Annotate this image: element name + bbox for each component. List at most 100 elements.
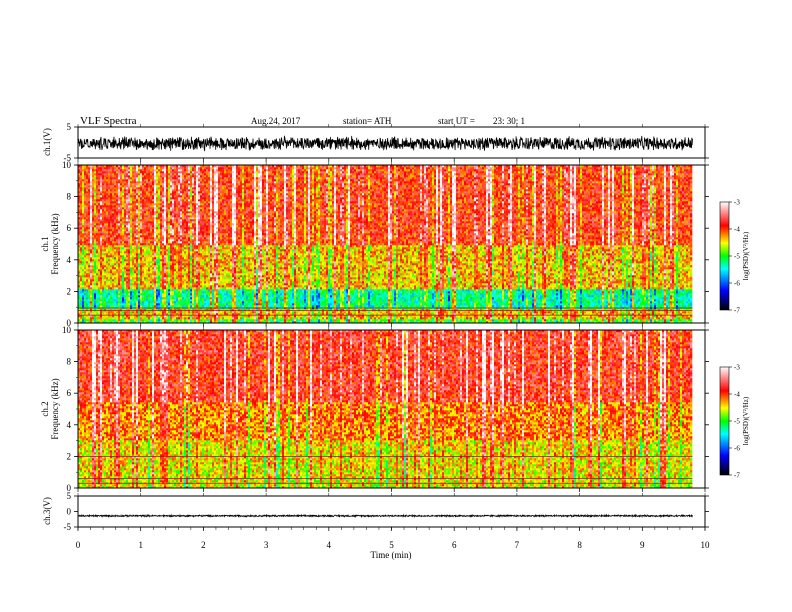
spectrogram-cell — [116, 229, 118, 231]
spectrogram-cell — [112, 247, 114, 249]
spectrogram-cell — [96, 263, 98, 265]
spectrogram-cell — [88, 211, 90, 213]
spectrogram-cell — [120, 185, 122, 187]
spectrogram-cell — [130, 175, 132, 177]
spectrogram-cell — [138, 179, 140, 181]
spectrogram-cell — [146, 269, 148, 271]
spectrogram-cell — [118, 269, 120, 271]
spectrogram-cell — [124, 297, 126, 299]
spectrogram-cell — [98, 251, 100, 253]
spectrogram-cell — [122, 245, 124, 247]
spectrogram-cell — [126, 191, 128, 193]
spectrogram-cell — [102, 317, 104, 319]
spectrogram-cell — [150, 211, 152, 213]
spectrogram-cell — [130, 237, 132, 239]
spectrogram-cell — [110, 197, 112, 199]
spectrogram-cell — [120, 279, 122, 281]
spectrogram-cell — [142, 207, 144, 209]
spectrogram-cell — [104, 255, 106, 257]
spectrogram-cell — [144, 243, 146, 245]
spectrogram-cell — [138, 229, 140, 231]
spectrogram-cell — [110, 203, 112, 205]
spectrogram-cell — [144, 265, 146, 267]
spectrogram-cell — [118, 251, 120, 253]
spectrogram-cell — [138, 289, 140, 291]
spectrogram-cell — [104, 265, 106, 267]
spectrogram-cell — [114, 175, 116, 177]
spectrogram-cell — [82, 275, 84, 277]
spectrogram-cell — [114, 177, 116, 179]
spectrogram-cell — [106, 259, 108, 261]
spectrogram-cell — [86, 293, 88, 295]
spectrogram-cell — [130, 231, 132, 233]
spectrogram-cell — [136, 213, 138, 215]
spectrogram-cell — [86, 169, 88, 171]
spectrogram-cell — [108, 217, 110, 219]
spectrogram-cell — [140, 265, 142, 267]
spectrogram-cell — [84, 257, 86, 259]
spectrogram-cell — [146, 265, 148, 267]
spectrogram-cell — [120, 217, 122, 219]
spectrogram-cell — [142, 271, 144, 273]
spectrogram-cell — [102, 259, 104, 261]
spectrogram-cell — [88, 179, 90, 181]
spectrogram-cell — [110, 293, 112, 295]
spectrogram-cell — [122, 293, 124, 295]
spectrogram-cell — [148, 185, 150, 187]
spectrogram-cell — [130, 227, 132, 229]
spectrogram-cell — [138, 293, 140, 295]
spectrogram-cell — [144, 199, 146, 201]
spectrogram-cell — [100, 275, 102, 277]
spectrogram-cell — [138, 235, 140, 237]
spectrogram-cell — [98, 187, 100, 189]
spectrogram-cell — [102, 243, 104, 245]
spectrogram-cell — [122, 229, 124, 231]
spectrogram-cell — [122, 241, 124, 243]
spectrogram-cell — [148, 195, 150, 197]
spectrogram-cell — [126, 203, 128, 205]
spectrogram-cell — [118, 243, 120, 245]
spectrogram-cell — [90, 201, 92, 203]
spectrogram-cell — [88, 283, 90, 285]
spectrogram-cell — [140, 291, 142, 293]
spectrogram-cell — [142, 169, 144, 171]
spectrogram-cell — [138, 281, 140, 283]
spectrogram-cell — [96, 223, 98, 225]
spectrogram-cell — [132, 217, 134, 219]
spectrogram-cell — [114, 209, 116, 211]
spectrogram-cell — [134, 235, 136, 237]
spectrogram-cell — [98, 213, 100, 215]
spectrogram-cell — [94, 253, 96, 255]
spectrogram-cell — [112, 197, 114, 199]
spectrogram-cell — [84, 245, 86, 247]
spectrogram-cell — [142, 167, 144, 169]
spectrogram-cell — [140, 223, 142, 225]
spectrogram-cell — [116, 247, 118, 249]
spectrogram-cell — [112, 249, 114, 251]
spectrogram-cell — [146, 289, 148, 291]
spectrogram-cell — [84, 231, 86, 233]
spectrogram-cell — [128, 177, 130, 179]
spectrogram-cell — [126, 243, 128, 245]
spectrogram-cell — [104, 289, 106, 291]
spectrogram-cell — [90, 177, 92, 179]
spectrogram-cell — [112, 277, 114, 279]
spectrogram-cell — [82, 249, 84, 251]
spectrogram-cell — [146, 253, 148, 255]
spectrogram-cell — [130, 197, 132, 199]
spectrogram-cell — [148, 251, 150, 253]
spectrogram-cell — [98, 209, 100, 211]
spectrogram-cell — [112, 255, 114, 257]
spectrogram-cell — [110, 229, 112, 231]
spectrogram-cell — [148, 263, 150, 265]
spectrogram-cell — [122, 267, 124, 269]
spectrogram-cell — [88, 279, 90, 281]
spectrogram-cell — [110, 239, 112, 241]
spectrogram-cell — [96, 269, 98, 271]
spectrogram-cell — [152, 305, 154, 307]
spectrogram-cell — [140, 195, 142, 197]
spectrogram-cell — [116, 297, 118, 299]
spectrogram-cell — [82, 303, 84, 305]
spectrogram-cell — [138, 279, 140, 281]
spectrogram-cell — [112, 311, 114, 313]
